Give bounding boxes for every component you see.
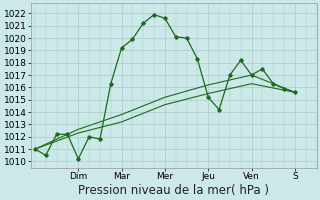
X-axis label: Pression niveau de la mer( hPa ): Pression niveau de la mer( hPa ) xyxy=(78,184,269,197)
